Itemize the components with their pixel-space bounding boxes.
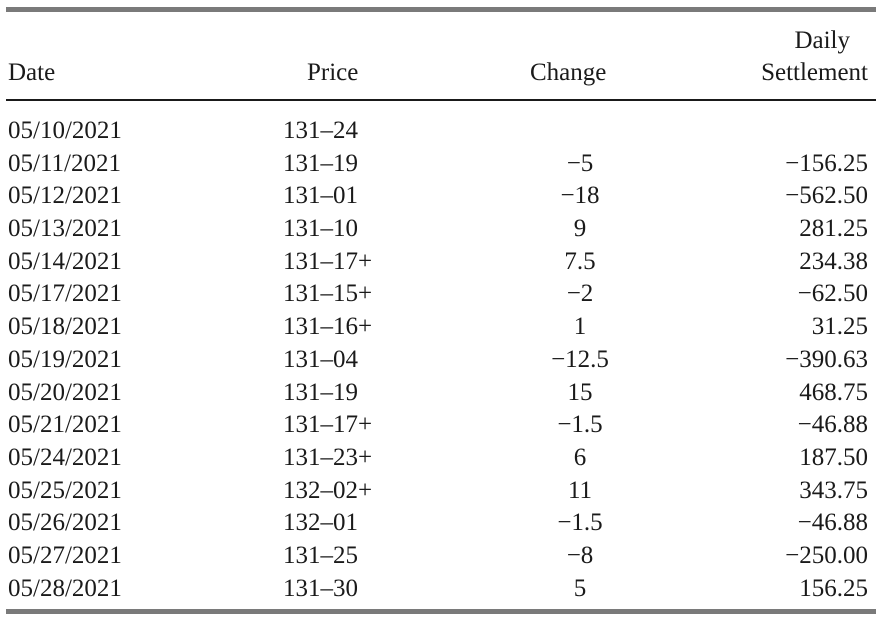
table-row: 05/20/2021 131–19 15 468.75	[0, 377, 882, 410]
table-bottom-rule	[6, 609, 876, 614]
change-cell: −12.5	[551, 345, 609, 373]
date-cell: 05/10/2021	[8, 117, 122, 144]
table-row: 05/10/2021 131–24	[0, 115, 882, 148]
change-cell: 11	[567, 476, 593, 504]
table-top-rule	[6, 7, 876, 12]
header-date: Date	[8, 59, 56, 86]
change-cell: 6	[573, 443, 587, 471]
date-cell: 05/27/2021	[8, 541, 122, 569]
date-cell: 05/28/2021	[8, 574, 122, 602]
table-row: 05/14/2021 131–17+ 7.5 234.38	[0, 246, 882, 279]
date-cell: 05/26/2021	[8, 509, 122, 537]
price-cell: 131–25	[283, 541, 358, 569]
header-price: Price	[307, 59, 359, 86]
price-cell: 131–15+	[283, 280, 373, 308]
change-cell: 1	[573, 313, 587, 341]
date-cell: 05/13/2021	[8, 215, 122, 243]
price-cell: 131–17+	[283, 247, 373, 275]
table-row: 05/24/2021 131–23+ 6 187.50	[0, 442, 882, 475]
date-cell: 05/19/2021	[8, 345, 122, 373]
price-cell: 131–23+	[283, 443, 373, 471]
price-cell: 131–10	[283, 215, 358, 243]
table-row: 05/13/2021 131–10 9 281.25	[0, 213, 882, 246]
settlement-cell: −390.63	[785, 345, 868, 373]
price-cell: 131–04	[283, 345, 358, 373]
settlement-cell: −250.00	[785, 541, 868, 569]
date-cell: 05/24/2021	[8, 443, 122, 471]
date-cell: 05/21/2021	[8, 411, 122, 439]
price-cell: 131–17+	[283, 411, 373, 439]
price-cell: 132–02+	[283, 476, 373, 504]
price-cell: 131–16+	[283, 313, 373, 341]
settlement-cell: 31.25	[811, 313, 868, 341]
change-cell: −8	[566, 541, 594, 569]
settlement-cell: 156.25	[799, 574, 868, 602]
price-cell: 131–19	[283, 378, 358, 406]
date-cell: 05/25/2021	[8, 476, 122, 504]
price-cell: 131–01	[283, 182, 358, 210]
price-cell: 131–24	[283, 117, 358, 144]
settlement-cell: −46.88	[797, 411, 868, 439]
date-cell: 05/11/2021	[8, 149, 121, 177]
table-row: 05/19/2021 131–04 −12.5 −390.63	[0, 344, 882, 377]
change-cell: −1.5	[557, 509, 603, 537]
change-cell: −2	[566, 280, 594, 308]
change-cell: 5	[573, 574, 587, 602]
settlement-cell: −46.88	[797, 509, 868, 537]
settlement-cell: 281.25	[799, 215, 868, 243]
date-cell: 05/18/2021	[8, 313, 122, 341]
settlement-cell: 234.38	[799, 247, 868, 275]
change-cell: −18	[560, 182, 600, 210]
header-change: Change	[530, 59, 607, 86]
header-daily: Daily	[794, 27, 850, 54]
table-row: 05/28/2021 131–30 5 156.25	[0, 573, 882, 606]
table-body: 05/10/2021 131–24 05/11/2021 131–19 −5 −156.2…	[0, 115, 882, 605]
settlement-cell: 468.75	[799, 378, 868, 406]
change-cell: 15	[567, 378, 593, 406]
date-cell: 05/20/2021	[8, 378, 122, 406]
table-row: 05/21/2021 131–17+ −1.5 −46.88	[0, 409, 882, 442]
settlement-cell: −156.25	[785, 149, 868, 177]
table-row: 05/11/2021 131–19 −5 −156.25	[0, 148, 882, 181]
table-row: 05/18/2021 131–16+ 1 31.25	[0, 311, 882, 344]
settlement-cell: −62.50	[797, 280, 868, 308]
date-cell: 05/12/2021	[8, 182, 122, 210]
price-cell: 131–30	[283, 574, 358, 602]
table-row: 05/27/2021 131–25 −8 −250.00	[0, 540, 882, 573]
settlement-cell: 343.75	[799, 476, 868, 504]
change-cell: 7.5	[564, 247, 596, 275]
table-row: 05/25/2021 132–02+ 11 343.75	[0, 475, 882, 508]
date-cell: 05/17/2021	[8, 280, 122, 308]
settlement-cell: −562.50	[785, 182, 868, 210]
table-row: 05/17/2021 131–15+ −2 −62.50	[0, 278, 882, 311]
price-cell: 131–19	[283, 149, 358, 177]
header-settlement: Settlement	[761, 59, 868, 86]
settlement-cell: 187.50	[799, 443, 868, 471]
change-cell: −5	[566, 149, 594, 177]
change-cell: −1.5	[557, 411, 603, 439]
price-cell: 132–01	[283, 509, 358, 537]
table-row: 05/26/2021 132–01 −1.5 −46.88	[0, 507, 882, 540]
date-cell: 05/14/2021	[8, 247, 122, 275]
header-rule	[6, 99, 876, 101]
change-cell: 9	[573, 215, 587, 243]
table-row: 05/12/2021 131–01 −18 −562.50	[0, 180, 882, 213]
